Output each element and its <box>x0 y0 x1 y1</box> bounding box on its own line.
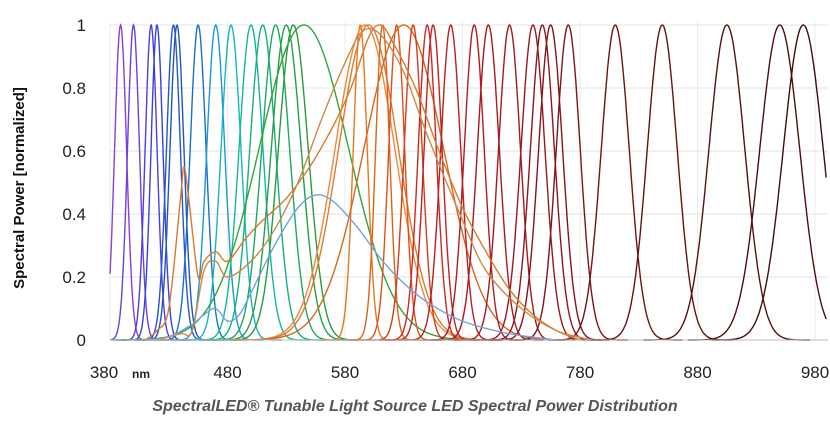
x-unit-label: nm <box>132 367 150 381</box>
x-tick-label: 980 <box>801 363 829 382</box>
y-tick-label: 0.2 <box>62 268 86 287</box>
x-tick-label: 780 <box>566 363 594 382</box>
broadband-curve-3 <box>156 27 592 341</box>
x-tick-label: 380 <box>90 363 118 382</box>
led-curve-510nm <box>199 24 326 341</box>
led-curve-810nm <box>547 24 683 341</box>
led-curve-483nm <box>179 24 283 341</box>
x-tick-label: 680 <box>448 363 476 382</box>
led-curve-748nm <box>482 24 602 341</box>
spectral-curves <box>109 23 827 341</box>
led-curve-770nm <box>508 24 628 341</box>
y-tick-label: 0.4 <box>62 205 86 224</box>
led-curve-521nm <box>208 24 344 341</box>
led-curve-740nm <box>473 24 593 341</box>
x-tick-label: 880 <box>683 363 711 382</box>
y-tick-label: 1 <box>77 16 86 35</box>
led-curve-536nm <box>221 24 365 341</box>
led-curve-950nm <box>688 24 827 341</box>
x-tick-label: 480 <box>213 363 241 382</box>
axes: 0 0.2 0.4 0.6 0.8 1 380 480 580 680 780 880 980 nm <box>62 16 829 382</box>
spectral-chart: 0 0.2 0.4 0.6 0.8 1 380 480 580 680 780 880 980 nm Sp… <box>11 16 829 382</box>
y-axis-label: Spectral Power [normalized] <box>11 87 28 289</box>
led-curve-755nm <box>491 24 611 341</box>
led-curve-530nm <box>214 24 358 341</box>
led-curve-500nm <box>191 24 311 341</box>
led-curve-389nm <box>109 23 156 341</box>
led-curve-850nm <box>590 24 734 341</box>
y-tick-label: 0.8 <box>62 79 86 98</box>
led-curve-905nm <box>643 24 811 341</box>
x-tick-label: 580 <box>331 363 359 382</box>
y-tick-label: 0.6 <box>62 142 86 161</box>
broadband-curve-2 <box>145 194 557 341</box>
chart-caption: SpectralLED® Tunable Light Source LED Sp… <box>152 398 678 415</box>
broadband-curve-1 <box>144 24 581 341</box>
y-tick-label: 0 <box>77 331 86 350</box>
led-curve-670nm <box>399 24 502 341</box>
led-curve-597nm <box>233 24 497 341</box>
